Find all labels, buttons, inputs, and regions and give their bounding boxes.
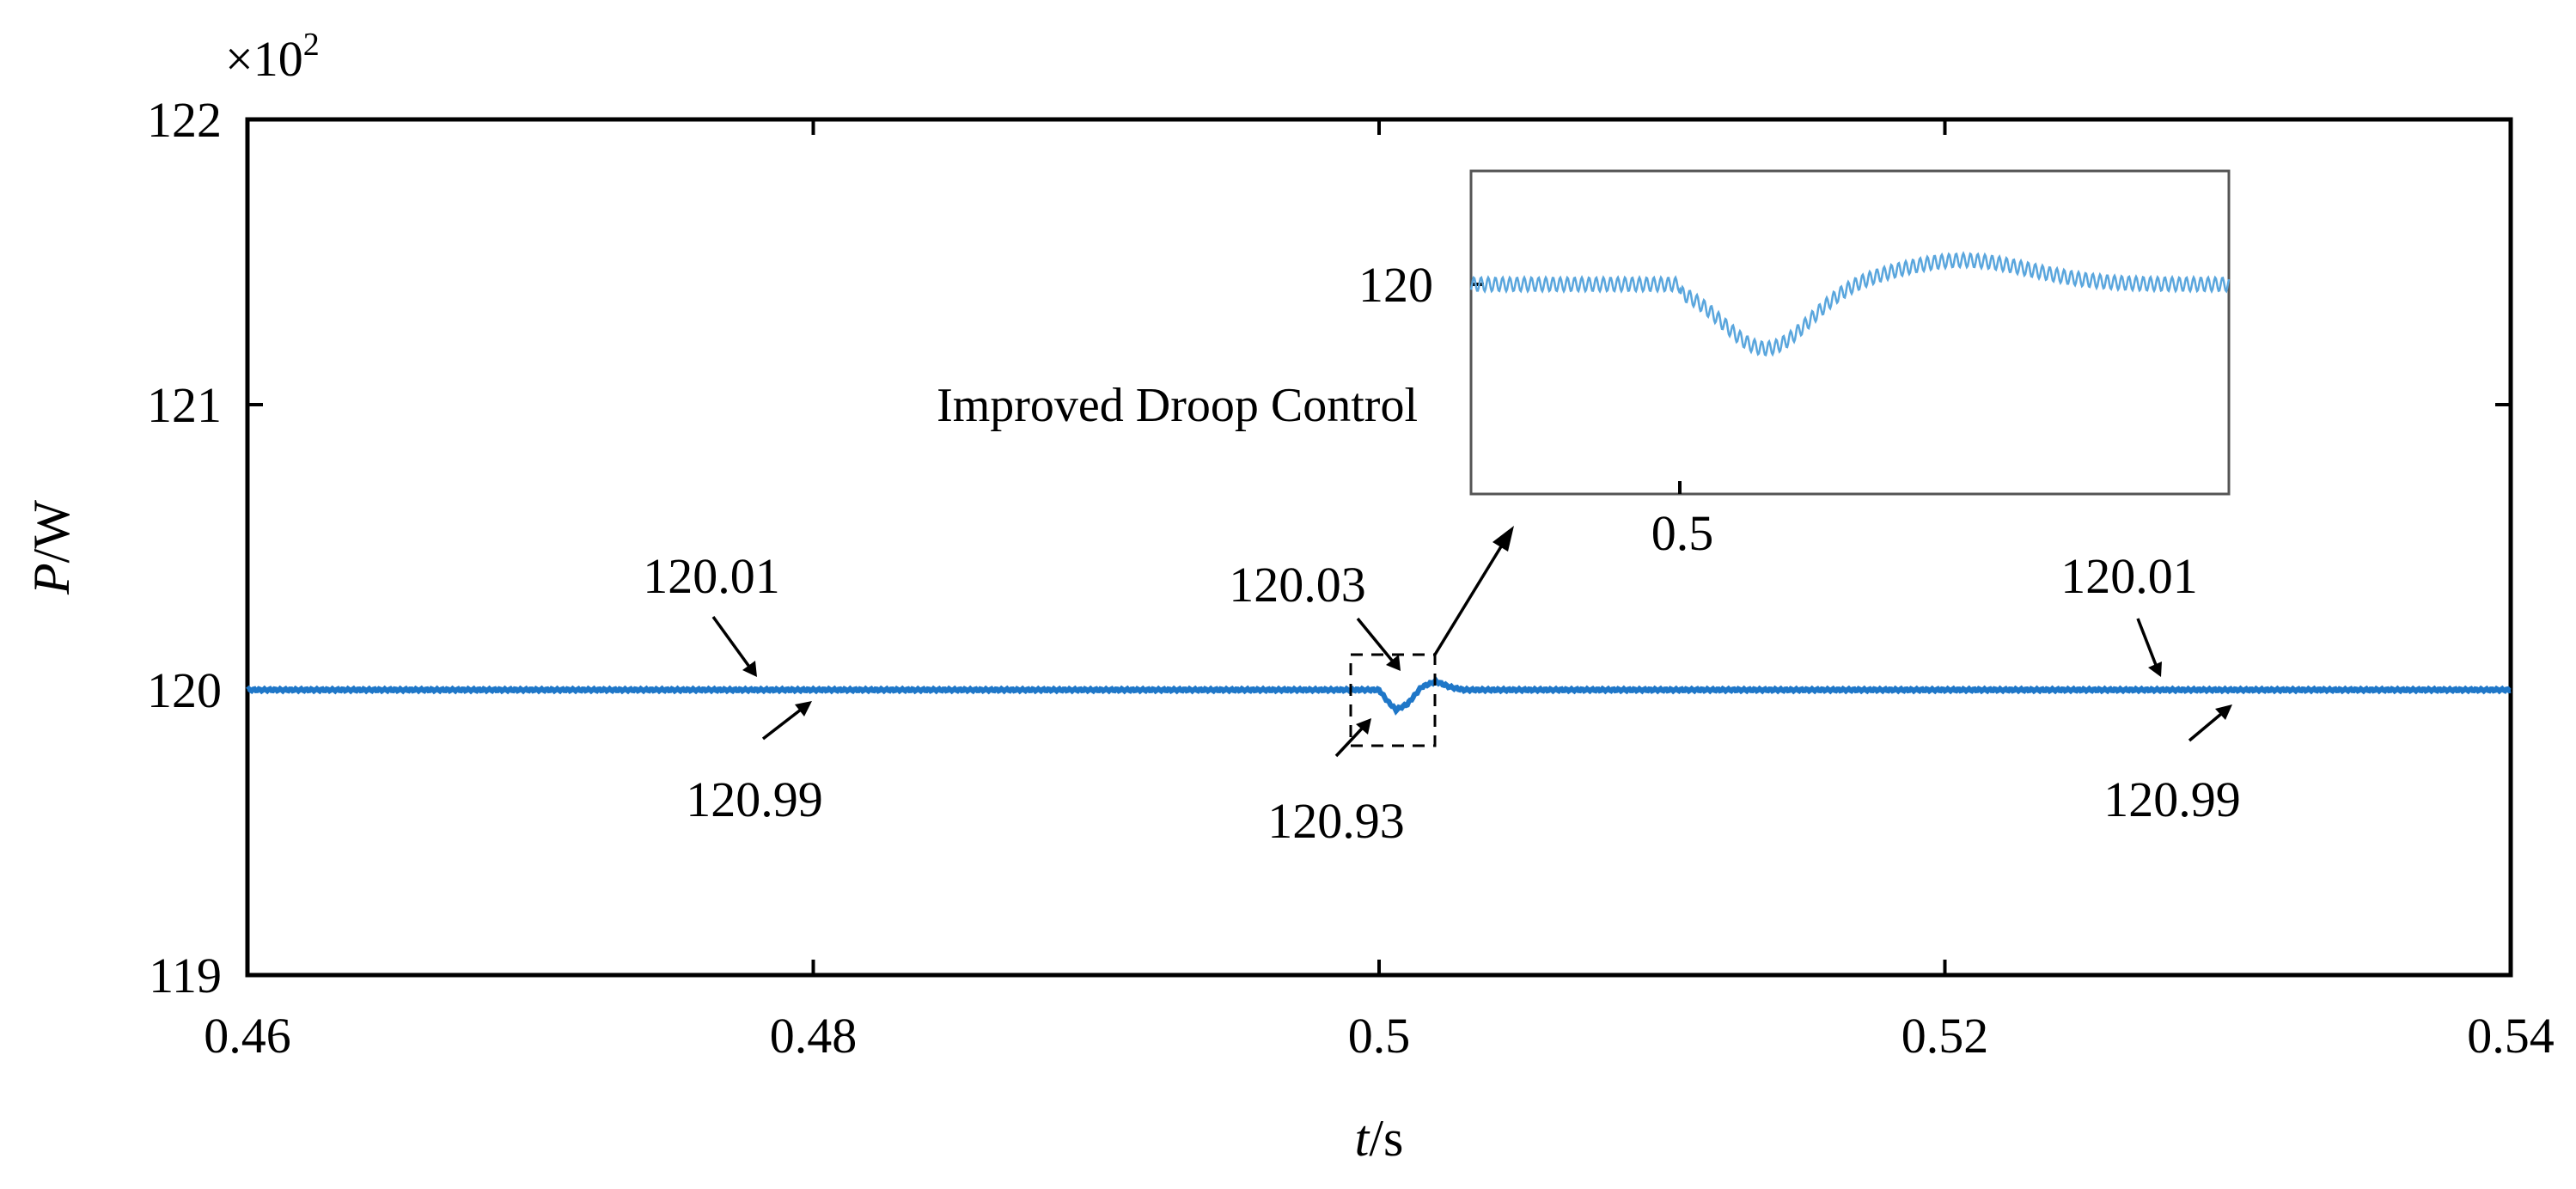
y-multiplier-base: ×10	[225, 31, 303, 87]
inset-plot: 0.5 120 Improved Droop Control	[937, 169, 2231, 561]
x-tick-label: 0.52	[1901, 1008, 1989, 1064]
x-tick-label: 0.46	[204, 1008, 291, 1064]
inset-x-tick-label: 0.5	[1651, 505, 1714, 561]
inset-frame	[1469, 169, 2231, 496]
zoom-arrow	[1433, 526, 1514, 655]
inset-title: Improved Droop Control	[937, 379, 1418, 432]
x-tick-label: 0.48	[770, 1008, 858, 1064]
x-tick-label: 0.54	[2467, 1008, 2555, 1064]
annotation-right-lower: 120.99	[2103, 771, 2241, 827]
annotation-arrows	[711, 615, 2232, 758]
y-tick-label: 121	[147, 377, 222, 433]
y-tick-label: 120	[147, 662, 222, 718]
annotation-center-upper: 120.03	[1229, 557, 1366, 613]
y-axis-label: P/W	[23, 500, 80, 595]
x-axis-var: t	[1355, 1110, 1370, 1167]
x-axis-ticks: 0.46 0.48 0.5 0.52 0.54	[204, 119, 2555, 1064]
y-tick-label: 122	[147, 92, 222, 148]
zoom-region-box	[1349, 653, 1437, 747]
y-axis-ticks: 119 120 121 122	[147, 92, 2511, 1003]
inset-series-line	[1469, 251, 2231, 357]
annotation-right-upper: 120.01	[2060, 548, 2198, 604]
x-axis-label: t/s	[1355, 1110, 1404, 1167]
annotation-center-lower: 120.93	[1267, 793, 1405, 849]
series-line-p	[246, 675, 2512, 716]
y-tick-label: 119	[149, 948, 222, 1003]
inset-y-tick-label: 120	[1358, 257, 1433, 313]
x-axis-unit: /s	[1369, 1110, 1403, 1167]
y-axis-unit: /W	[23, 500, 80, 564]
x-tick-label: 0.5	[1348, 1008, 1411, 1064]
annotation-left-lower: 120.99	[686, 771, 823, 827]
y-multiplier-exp: 2	[303, 27, 320, 63]
y-axis-var: P	[23, 563, 80, 595]
y-multiplier-label: ×102	[225, 27, 320, 87]
annotation-left-upper: 120.01	[643, 548, 780, 604]
